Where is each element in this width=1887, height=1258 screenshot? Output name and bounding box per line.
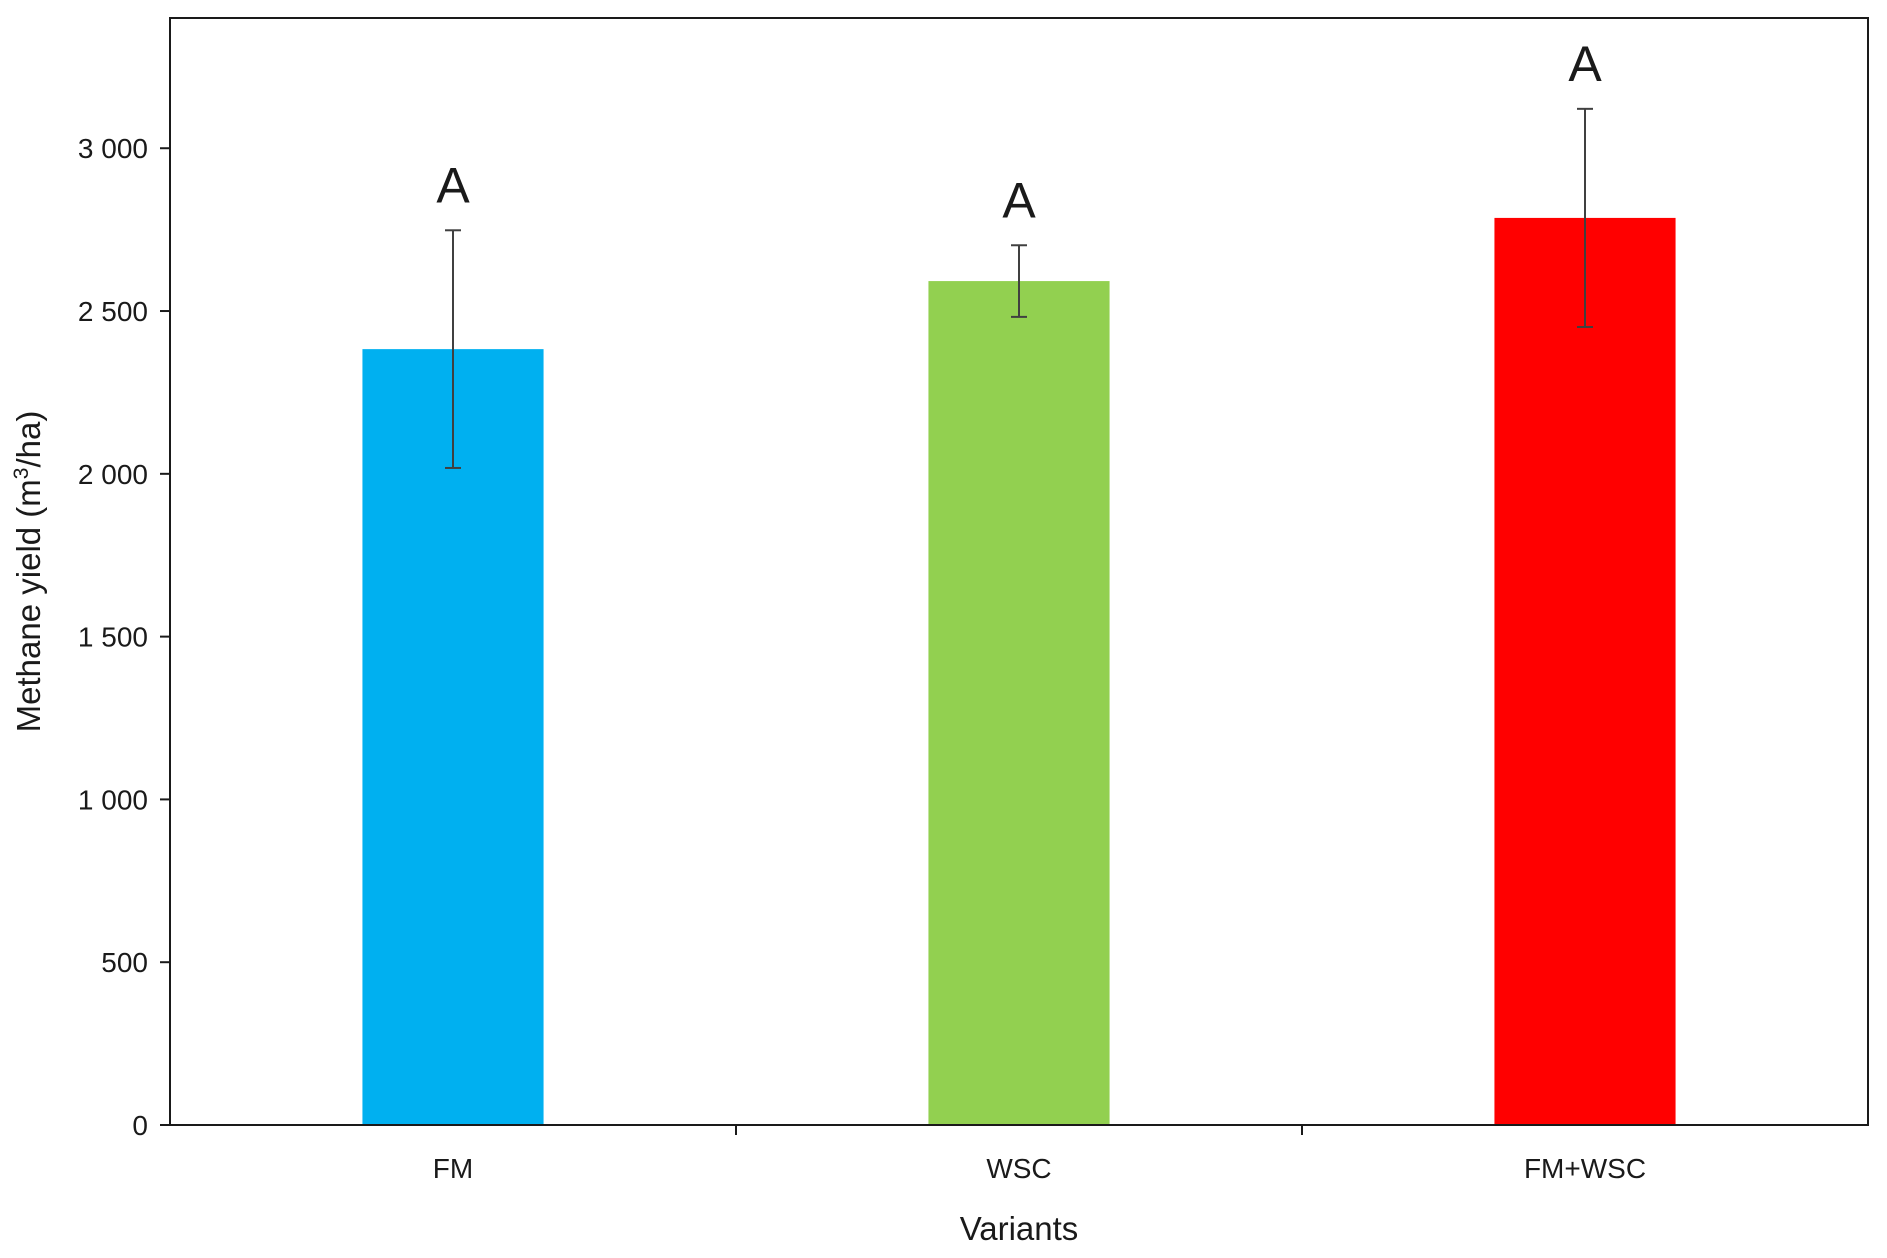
y-tick-label: 2 500 (78, 296, 148, 327)
bars (362, 217, 1676, 1125)
bar (362, 349, 544, 1125)
significance-label: A (1568, 36, 1602, 92)
x-axis-title: Variants (960, 1210, 1079, 1247)
y-axis-title: Methane yield (m3/ha) (10, 411, 47, 733)
bar (928, 281, 1110, 1125)
bar (1494, 217, 1676, 1125)
y-tick-label: 0 (132, 1110, 148, 1141)
significance-label: A (1002, 172, 1036, 228)
y-tick-label: 2 000 (78, 459, 148, 490)
error-bars (445, 107, 1593, 469)
y-axis-ticks: 0 500 1 000 1 500 2 000 2 500 3 000 (78, 133, 170, 1141)
y-tick-label: 1 000 (78, 784, 148, 815)
y-tick-label: 1 500 (78, 622, 148, 653)
y-tick-label: 500 (101, 947, 148, 978)
x-axis-ticks: FM WSC FM+WSC (433, 1125, 1646, 1184)
plot-frame (169, 17, 1869, 1126)
x-tick-label: FM+WSC (1524, 1153, 1646, 1184)
significance-labels: A A A (436, 36, 1602, 228)
y-axis-title-superscript: 3 (10, 468, 33, 480)
y-axis-title-prefix: Methane yield (m (10, 479, 47, 732)
y-tick-label: 3 000 (78, 133, 148, 164)
y-axis-title-suffix: /ha) (10, 411, 47, 468)
x-tick-label: FM (433, 1153, 473, 1184)
x-tick-label: WSC (986, 1153, 1051, 1184)
significance-label: A (436, 157, 470, 213)
